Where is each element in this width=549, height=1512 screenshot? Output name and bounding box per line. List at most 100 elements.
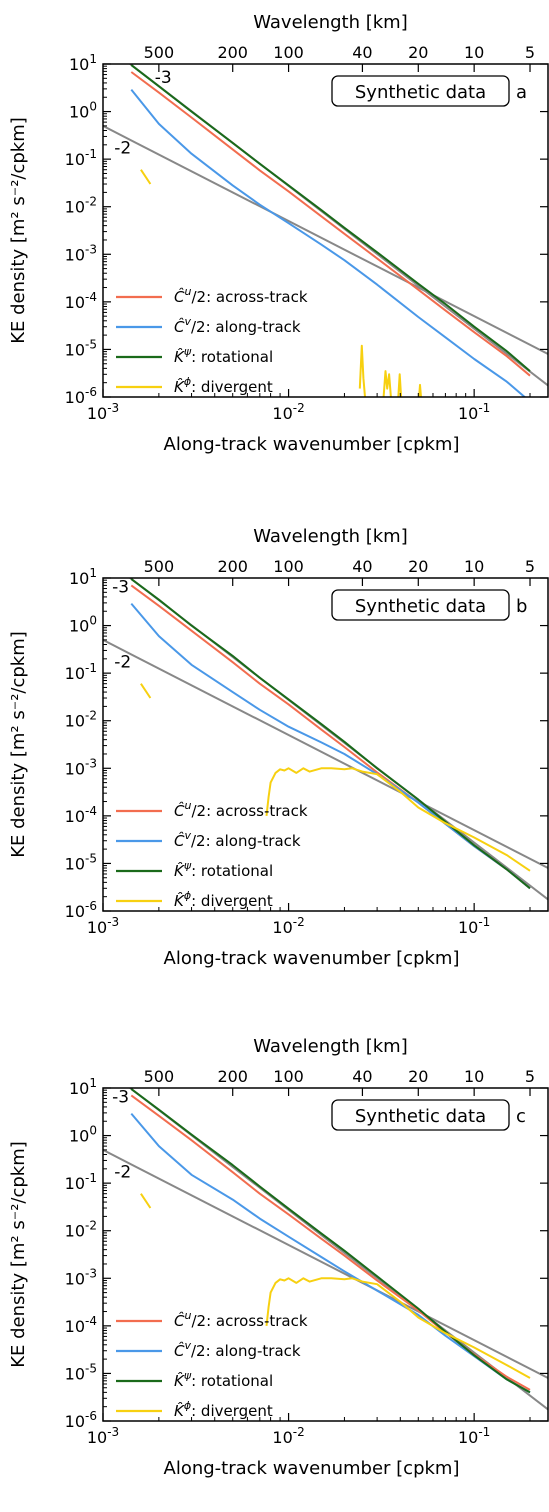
series-line-divergent-seg0: [140, 1193, 152, 1209]
legend-label-rotational: K̂ψ: rotational: [174, 859, 273, 880]
legend-label-divergent: K̂ϕ: divergent: [174, 889, 273, 910]
legend-label-across-track: Ĉu/2: across-track: [174, 1309, 308, 1330]
legend-label-divergent: K̂ϕ: divergent: [174, 375, 273, 396]
legend-label-across-track: Ĉu/2: across-track: [174, 799, 308, 820]
top-tick-label: 40: [352, 43, 372, 62]
top-tick-label: 100: [273, 557, 304, 576]
legend-label-divergent: K̂ϕ: divergent: [174, 1399, 273, 1420]
legend-label-along-track: Ĉv/2: along-track: [174, 1339, 301, 1360]
series-line-divergent-seg4: [418, 383, 422, 397]
annotation-text: Synthetic data: [355, 596, 486, 617]
legend-label-rotational: K̂ψ: rotational: [174, 1369, 273, 1390]
y-tick-label: 10-6: [65, 1409, 97, 1431]
y-tick-label: 10-1: [65, 1171, 97, 1193]
y-tick-label: 10-5: [65, 1361, 97, 1383]
y-tick-label: 10-4: [65, 290, 97, 312]
slope-label: -3: [112, 1087, 129, 1107]
series-line-divergent-seg1: [265, 767, 531, 872]
top-tick-label: 100: [273, 1067, 304, 1086]
top-tick-label: 500: [144, 557, 175, 576]
top-tick-label: 5: [525, 1067, 535, 1086]
reference-line-slope-2: [103, 125, 548, 355]
y-tick-label: 10-2: [65, 1219, 97, 1241]
x-axis-label: Along-track wavenumber [cpkm]: [164, 1458, 460, 1479]
y-tick-label: 101: [69, 566, 97, 588]
y-axis-label: KE density [m² s⁻²/cpkm]: [8, 631, 29, 858]
series-line-divergent-seg1: [265, 1277, 531, 1379]
x-axis-label: Along-track wavenumber [cpkm]: [164, 948, 460, 969]
top-tick-label: 10: [464, 43, 484, 62]
y-tick-label: 10-5: [65, 851, 97, 873]
series-line-across-track: [130, 71, 531, 377]
y-tick-label: 10-6: [65, 899, 97, 921]
panel-label: a: [516, 82, 527, 103]
x-tick-label: 10-1: [458, 1425, 490, 1447]
plot-area: [103, 1088, 548, 1411]
top-axis-label: Wavelength [km]: [253, 526, 408, 547]
top-tick-label: 40: [352, 1067, 372, 1086]
y-tick-label: 10-3: [65, 1266, 97, 1288]
plot-area: [103, 64, 548, 397]
panel-b: 10-3 10-2 10-110-610-510-410-310-210-11001…: [8, 526, 549, 969]
y-tick-label: 10-5: [65, 337, 97, 359]
y-tick-label: 10-6: [65, 385, 97, 407]
y-tick-label: 100: [69, 1124, 97, 1146]
slope-label: -2: [114, 139, 131, 159]
panel-c: 10-3 10-2 10-110-610-510-410-310-210-11001…: [8, 1036, 549, 1479]
y-tick-label: 101: [69, 1076, 97, 1098]
annotation-box: [331, 75, 510, 107]
top-tick-label: 100: [273, 43, 304, 62]
top-tick-label: 10: [464, 557, 484, 576]
y-tick-label: 10-2: [65, 709, 97, 731]
legend-label-along-track: Ĉv/2: along-track: [174, 315, 301, 336]
top-tick-label: 200: [217, 557, 248, 576]
legend-label-rotational: K̂ψ: rotational: [174, 345, 273, 366]
y-tick-label: 10-1: [65, 147, 97, 169]
top-tick-label: 20: [408, 1067, 428, 1086]
annotation-text: Synthetic data: [355, 82, 486, 103]
top-tick-label: 20: [408, 43, 428, 62]
y-axis-label: KE density [m² s⁻²/cpkm]: [8, 117, 29, 344]
series-line-divergent-seg2: [382, 370, 392, 397]
x-tick-label: 10-3: [87, 915, 119, 937]
x-axis-label: Along-track wavenumber [cpkm]: [164, 434, 460, 455]
annotation-text: Synthetic data: [355, 1106, 486, 1127]
panel-label: c: [516, 1106, 526, 1127]
top-tick-label: 5: [525, 43, 535, 62]
y-tick-label: 10-4: [65, 804, 97, 826]
top-tick-label: 200: [217, 1067, 248, 1086]
y-tick-label: 10-1: [65, 661, 97, 683]
y-axis-label: KE density [m² s⁻²/cpkm]: [8, 1141, 29, 1368]
axes-frame: [102, 63, 549, 398]
annotation-box: [331, 589, 510, 621]
y-tick-label: 10-3: [65, 242, 97, 264]
x-tick-label: 10-1: [458, 401, 490, 423]
reference-line-slope-2: [103, 1149, 548, 1379]
series-line-divergent-seg1: [358, 344, 366, 397]
reference-line-slope-2: [103, 639, 548, 869]
series-line-rotational: [130, 578, 531, 890]
x-tick-label: 10-2: [272, 1425, 304, 1447]
top-tick-label: 5: [525, 557, 535, 576]
series-line-divergent-seg0: [140, 169, 152, 185]
panel-a: 10-3 10-2 10-110-610-510-410-310-210-11001…: [8, 12, 549, 455]
series-line-along-track: [130, 1112, 531, 1394]
top-tick-label: 200: [217, 43, 248, 62]
x-tick-label: 10-3: [87, 1425, 119, 1447]
top-axis-label: Wavelength [km]: [253, 1036, 408, 1057]
slope-label: -3: [155, 68, 172, 88]
y-tick-label: 100: [69, 614, 97, 636]
top-tick-label: 500: [144, 1067, 175, 1086]
x-tick-label: 10-1: [458, 915, 490, 937]
axes-frame: [102, 577, 549, 912]
top-tick-label: 40: [352, 557, 372, 576]
plot-area: [103, 578, 548, 901]
legend-label-along-track: Ĉv/2: along-track: [174, 829, 301, 850]
x-tick-label: 10-2: [272, 915, 304, 937]
top-axis-label: Wavelength [km]: [253, 12, 408, 33]
y-tick-label: 10-4: [65, 1314, 97, 1336]
x-tick-label: 10-2: [272, 401, 304, 423]
series-line-divergent-seg0: [140, 683, 152, 699]
top-tick-label: 10: [464, 1067, 484, 1086]
